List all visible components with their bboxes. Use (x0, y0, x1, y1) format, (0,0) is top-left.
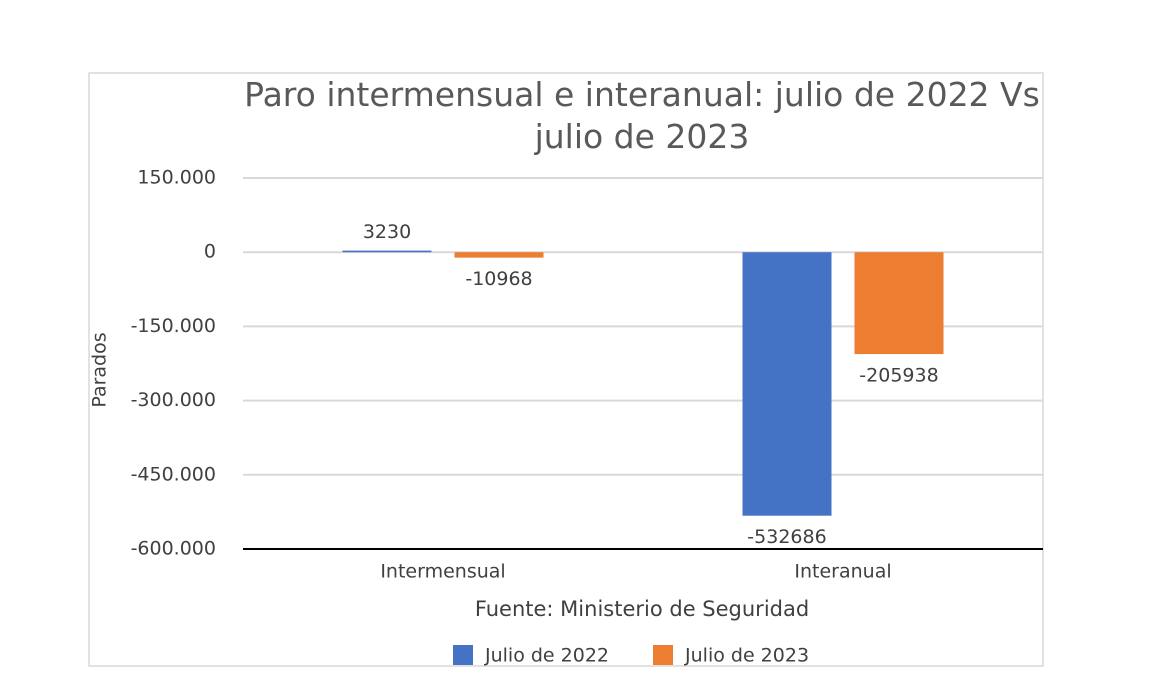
y-tick-label: -150.000 (131, 315, 216, 337)
legend-swatch (453, 645, 473, 665)
legend-label: Julio de 2023 (684, 645, 809, 667)
bar (342, 250, 432, 253)
bar (854, 252, 944, 355)
y-tick-label: -450.000 (131, 463, 216, 485)
y-tick-label: 0 (204, 241, 216, 263)
y-tick-label: -300.000 (131, 389, 216, 411)
chart-border (88, 72, 1044, 667)
bar (742, 252, 832, 516)
data-label: -532686 (747, 526, 826, 548)
bar (454, 252, 544, 258)
legend-swatch (653, 645, 674, 665)
chart-title: Paro intermensual e interanual: julio de… (244, 75, 1040, 156)
x-tick-label: Interanual (794, 561, 891, 583)
x-tick-label: Intermensual (380, 561, 505, 583)
data-label: -205938 (859, 365, 938, 387)
data-label: -10968 (465, 268, 532, 290)
x-axis-label: Fuente: Ministerio de Seguridad (475, 597, 809, 621)
y-axis-label: Parados (89, 332, 111, 407)
y-tick-label: 150.000 (137, 167, 216, 189)
y-tick-label: -600.000 (131, 538, 216, 560)
legend-label: Julio de 2022 (484, 645, 609, 667)
data-label: 3230 (363, 221, 411, 243)
